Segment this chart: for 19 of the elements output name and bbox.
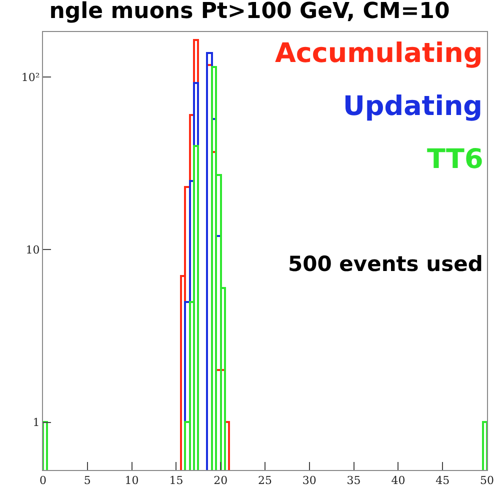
x-tick-label: 15 bbox=[169, 474, 184, 488]
x-tick-label: 20 bbox=[214, 474, 228, 488]
y-tick-label: 1 bbox=[32, 416, 40, 430]
text: Updating bbox=[343, 91, 483, 122]
x-tick-label: 35 bbox=[346, 474, 361, 488]
y-tick-label: 10 bbox=[26, 244, 40, 256]
x-tick-label: 45 bbox=[436, 474, 450, 488]
y-tick-label: 10² bbox=[21, 70, 40, 84]
text: Accumulating bbox=[275, 38, 483, 69]
text: TT6 bbox=[427, 144, 484, 175]
x-tick-label: 50 bbox=[480, 474, 494, 488]
x-tick-label: 10 bbox=[124, 474, 139, 488]
x-tick-label: 25 bbox=[258, 474, 272, 488]
x-tick-label: 0 bbox=[40, 474, 46, 488]
x-tick-label: 5 bbox=[84, 474, 91, 488]
x-tick-label: 30 bbox=[302, 474, 316, 488]
annotation: 500 events used bbox=[288, 252, 483, 276]
x-tick-label: 40 bbox=[391, 474, 406, 488]
chart-title: ngle muons Pt>100 GeV, CM=10 bbox=[49, 0, 450, 24]
